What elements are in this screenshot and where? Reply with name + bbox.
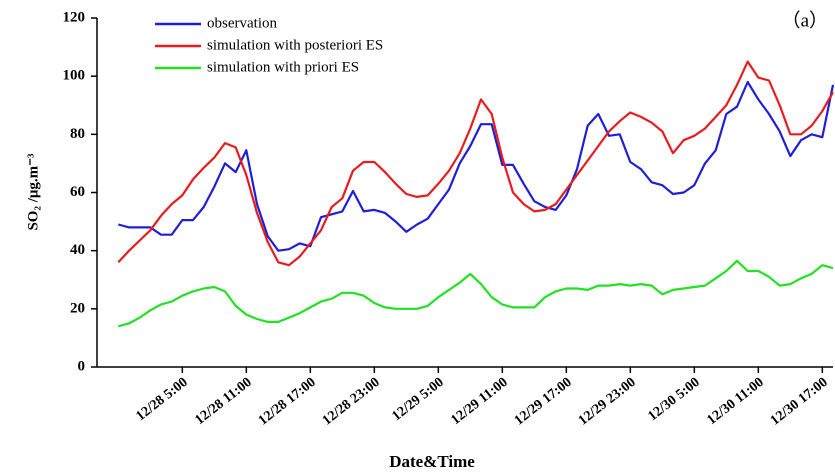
- x-tick-label: 12/29 5:00: [389, 375, 446, 424]
- series-line: [118, 80, 835, 252]
- y-tick-label: 100: [63, 68, 86, 84]
- x-tick-label: 12/28 11:00: [193, 375, 255, 428]
- series-line: [118, 259, 834, 328]
- x-tick-label: 12/29 11:00: [449, 375, 511, 428]
- x-tick-label: 12/30 17:00: [768, 375, 831, 429]
- x-tick-label: 12/30 5:00: [645, 375, 702, 424]
- y-tick-label: 60: [70, 184, 85, 200]
- y-tick-label: 0: [78, 358, 86, 374]
- y-tick-label: 40: [70, 242, 85, 258]
- y-tick-label: 80: [70, 126, 85, 142]
- x-tick-label: 12/28 5:00: [133, 375, 190, 424]
- x-tick-label: 12/28 17:00: [256, 375, 319, 429]
- legend-label: simulation with posteriori ES: [207, 37, 383, 53]
- x-tick-label: 12/29 17:00: [512, 375, 575, 429]
- y-tick-label: 120: [63, 9, 86, 25]
- legend-label: simulation with priori ES: [207, 59, 359, 75]
- x-tick-label: 12/30 11:00: [705, 375, 767, 428]
- y-tick-label: 20: [70, 300, 85, 316]
- x-tick-label: 12/29 23:00: [576, 375, 639, 429]
- y-axis-label: SO₂ /μg.m⁻³: [25, 153, 41, 231]
- x-axis-label: Date&Time: [389, 452, 475, 471]
- x-tick-label: 12/28 23:00: [320, 375, 383, 429]
- annotation: （a）: [782, 9, 828, 31]
- series-line: [117, 60, 834, 267]
- legend-label: observation: [207, 15, 277, 31]
